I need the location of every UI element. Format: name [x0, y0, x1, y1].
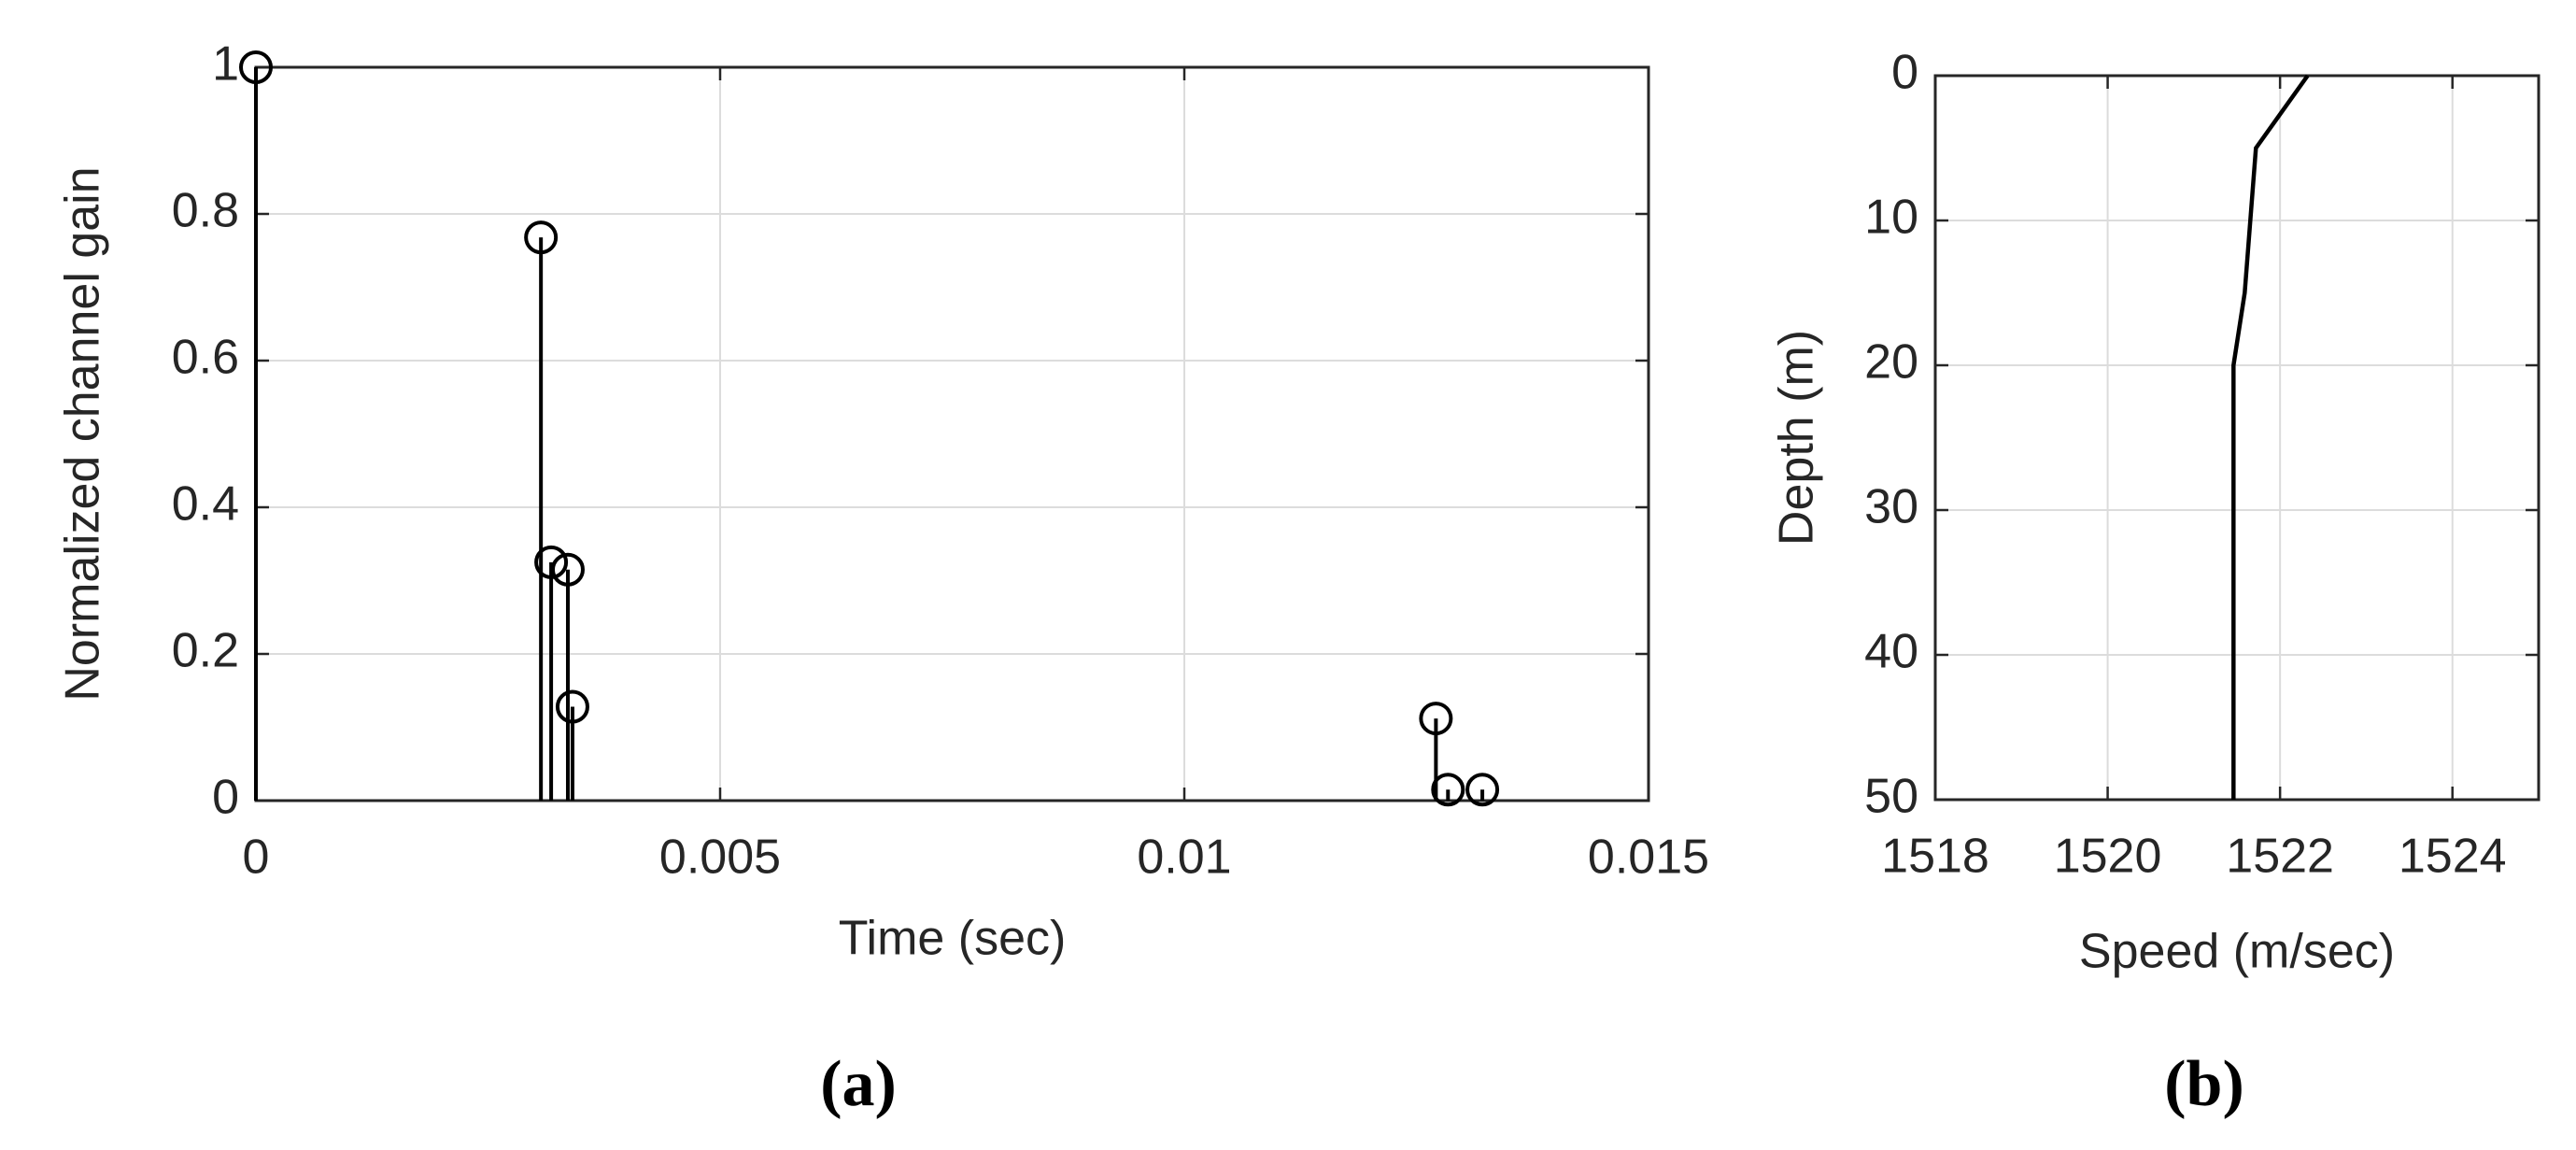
stem-marker — [555, 689, 589, 724]
x-tick-label: 0.01 — [1137, 831, 1231, 885]
y-axis-label: Depth (m) — [1770, 330, 1824, 546]
stem-marker — [1431, 773, 1465, 807]
y-tick-label: 30 — [1864, 480, 1918, 534]
plot-frame — [1933, 74, 2541, 802]
y-tick-label: 0 — [212, 771, 239, 825]
caption: (a) — [820, 1048, 897, 1120]
y-tick-label: 10 — [1864, 191, 1918, 245]
y-tick-label: 20 — [1864, 335, 1918, 390]
y-tick-label: 0.6 — [172, 331, 239, 385]
x-tick-label: 0.005 — [659, 831, 781, 885]
y-tick-label: 1 — [212, 37, 239, 92]
x-tick-label: 1518 — [1881, 830, 1989, 884]
x-axis-label: Time (sec) — [839, 912, 1067, 966]
y-tick-label: 0 — [1891, 46, 1918, 100]
stem-marker — [1419, 702, 1453, 736]
y-axis-label: Normalized channel gain — [56, 166, 110, 701]
y-tick-label: 0.8 — [172, 184, 239, 238]
x-tick-label: 0.015 — [1588, 831, 1709, 885]
y-tick-label: 0.2 — [172, 624, 239, 678]
x-tick-label: 1520 — [2054, 830, 2162, 884]
y-tick-label: 50 — [1864, 770, 1918, 824]
plot-frame — [254, 65, 1650, 802]
stem-marker — [239, 50, 273, 84]
y-tick-label: 40 — [1864, 625, 1918, 679]
stem-marker — [550, 552, 585, 587]
x-axis-label: Speed (m/sec) — [2079, 925, 2395, 979]
x-tick-label: 1524 — [2399, 830, 2507, 884]
stem-marker — [1465, 773, 1500, 807]
line — [2231, 74, 2310, 800]
x-tick-label: 0 — [243, 831, 270, 885]
x-tick-label: 1522 — [2226, 830, 2334, 884]
stem-marker — [524, 220, 559, 255]
stem-marker — [534, 545, 569, 579]
caption: (b) — [2164, 1048, 2244, 1120]
y-tick-label: 0.4 — [172, 477, 239, 532]
